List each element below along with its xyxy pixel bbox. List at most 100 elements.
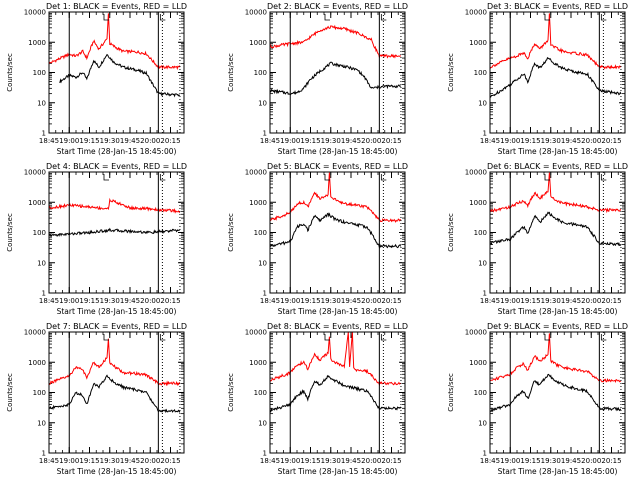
x-tick-label: 19:15 — [520, 297, 540, 305]
x-tick-label: 20:00 — [140, 137, 160, 145]
y-axis-label: Counts/sec — [227, 213, 235, 252]
x-tick-label: 19:45 — [120, 457, 140, 465]
y-tick-label: 1 — [483, 290, 487, 298]
panel-9: Det 9: BLACK = Events, RED = LLD Counts/s… — [447, 322, 628, 476]
y-tick-label: 100 — [254, 229, 267, 237]
x-tick-label: 18:45 — [39, 297, 59, 305]
y-tick-label: 1000 — [249, 199, 267, 207]
events-line — [59, 53, 181, 98]
plot-frame — [269, 11, 406, 134]
x-tick-label: 18:45 — [480, 137, 500, 145]
y-tick-label: 100 — [33, 69, 46, 77]
y-tick-label: 100 — [474, 69, 487, 77]
y-tick-label: 1 — [42, 130, 46, 138]
x-tick-label: 20:00 — [581, 297, 601, 305]
y-tick-label: 1 — [42, 290, 46, 298]
y-tick-label: 10000 — [24, 169, 46, 177]
events-line — [269, 374, 402, 413]
x-tick-label: 19:45 — [561, 457, 581, 465]
y-tick-label: 10 — [478, 99, 487, 107]
y-axis-label: Counts/sec — [227, 53, 235, 92]
y-tick-label: 10 — [258, 99, 267, 107]
interval-bracket — [544, 334, 550, 341]
x-tick-label: 19:15 — [79, 137, 99, 145]
x-tick-label: 19:30 — [541, 297, 561, 305]
y-axis-label: Counts/sec — [6, 53, 14, 92]
events-line — [48, 227, 180, 238]
panel-title: Det 9: BLACK = Events, RED = LLD — [487, 322, 628, 331]
y-tick-label: 10000 — [465, 169, 487, 177]
panel-title: Det 6: BLACK = Events, RED = LLD — [487, 162, 628, 171]
y-tick-label: 10 — [258, 259, 267, 267]
x-tick-label: 19:00 — [280, 457, 300, 465]
lld-line — [48, 13, 181, 71]
plot-frame — [489, 331, 626, 454]
x-tick-label: 19:00 — [280, 297, 300, 305]
panel-title: Det 8: BLACK = Events, RED = LLD — [267, 322, 408, 331]
panel-3: Det 3: BLACK = Events, RED = LLD Counts/s… — [447, 2, 628, 156]
x-tick-label: 20:00 — [361, 457, 381, 465]
y-tick-label: 10000 — [245, 9, 267, 17]
plot-frame — [48, 11, 185, 134]
x-tick-label: 20:15 — [381, 457, 401, 465]
interval-bracket — [324, 334, 330, 341]
y-tick-label: 10000 — [245, 169, 267, 177]
x-tick-label: 18:45 — [260, 457, 280, 465]
interval-bracket — [600, 334, 607, 341]
panel-title: Det 1: BLACK = Events, RED = LLD — [46, 2, 187, 11]
y-tick-label: 10000 — [465, 9, 487, 17]
x-tick-label: 19:00 — [59, 297, 79, 305]
x-tick-label: 19:45 — [561, 297, 581, 305]
y-tick-label: 1 — [483, 130, 487, 138]
x-axis-label: Start Time (28-Jan-15 18:45:00) — [57, 467, 177, 476]
interval-bracket — [159, 14, 166, 21]
interval-bracket — [380, 174, 387, 181]
y-tick-label: 1000 — [469, 359, 487, 367]
y-axis-label: Counts/sec — [447, 53, 455, 92]
x-tick-label: 19:15 — [520, 457, 540, 465]
x-tick-label: 19:30 — [100, 137, 120, 145]
y-tick-label: 10 — [478, 259, 487, 267]
x-tick-label: 19:45 — [120, 297, 140, 305]
y-tick-label: 10000 — [245, 329, 267, 337]
panel-title: Det 2: BLACK = Events, RED = LLD — [267, 2, 408, 11]
x-tick-label: 20:00 — [140, 297, 160, 305]
interval-bracket — [380, 334, 387, 341]
x-tick-label: 19:15 — [79, 297, 99, 305]
plot-frame — [48, 171, 185, 294]
y-tick-label: 1 — [483, 450, 487, 458]
interval-bracket — [600, 14, 607, 21]
interval-bracket — [159, 334, 166, 341]
plot-frame — [269, 171, 406, 294]
interval-bracket — [600, 174, 607, 181]
x-tick-label: 19:00 — [500, 457, 520, 465]
y-tick-label: 10 — [37, 99, 46, 107]
y-tick-label: 10000 — [465, 329, 487, 337]
interval-bracket — [103, 174, 109, 181]
plot-frame — [489, 171, 626, 294]
y-tick-label: 1000 — [469, 199, 487, 207]
y-tick-label: 100 — [33, 229, 46, 237]
panel-1: Det 1: BLACK = Events, RED = LLD Counts/s… — [6, 2, 187, 156]
x-tick-label: 20:15 — [160, 457, 180, 465]
x-tick-label: 19:45 — [341, 137, 361, 145]
interval-bracket — [324, 174, 330, 181]
y-axis-label: Counts/sec — [6, 213, 14, 252]
x-tick-label: 20:15 — [601, 457, 621, 465]
x-tick-label: 19:15 — [79, 457, 99, 465]
y-tick-label: 1 — [263, 290, 267, 298]
x-tick-label: 20:00 — [581, 137, 601, 145]
plot-frame — [489, 11, 626, 134]
x-tick-label: 19:30 — [541, 457, 561, 465]
events-line — [489, 211, 622, 247]
y-axis-label: Counts/sec — [447, 213, 455, 252]
x-tick-label: 19:30 — [100, 297, 120, 305]
x-tick-label: 19:00 — [59, 137, 79, 145]
x-tick-label: 19:00 — [280, 137, 300, 145]
x-tick-label: 20:15 — [601, 297, 621, 305]
plot-frame — [48, 331, 185, 454]
y-tick-label: 1 — [263, 450, 267, 458]
x-tick-label: 19:45 — [341, 457, 361, 465]
lld-line — [269, 24, 401, 60]
